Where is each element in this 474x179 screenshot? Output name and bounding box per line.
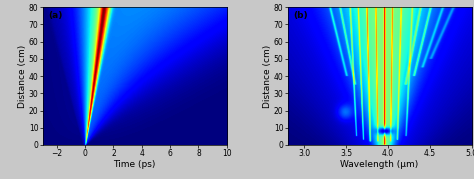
Text: (b): (b) [293, 11, 308, 20]
Y-axis label: Distance (cm): Distance (cm) [18, 44, 27, 108]
X-axis label: Time (ps): Time (ps) [114, 159, 156, 169]
Y-axis label: Distance (cm): Distance (cm) [263, 44, 272, 108]
X-axis label: Wavelength (μm): Wavelength (μm) [340, 159, 419, 169]
Text: (a): (a) [48, 11, 63, 20]
